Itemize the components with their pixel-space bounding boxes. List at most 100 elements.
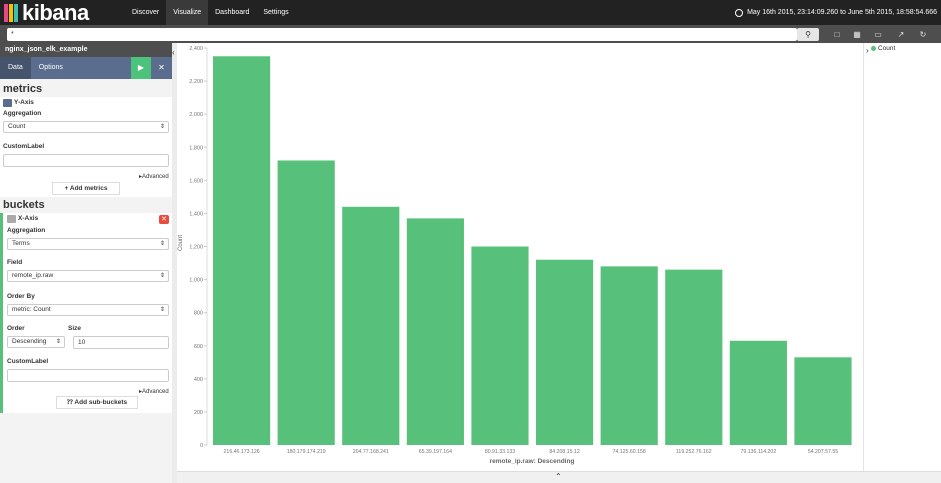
- share-icon[interactable]: ↗: [897, 30, 905, 39]
- time-picker[interactable]: May 16th 2015, 23:14:09.260 to June 5th …: [735, 0, 937, 25]
- index-pattern-title: nginx_json_elk_example: [0, 43, 172, 57]
- x-axis: 216.46.173.126 180.179.174.219 204.77.168.…: [224, 449, 839, 455]
- metric-axis-label: Y-Axis: [14, 99, 34, 106]
- chevron-down-icon[interactable]: [3, 99, 12, 107]
- bar[interactable]: [406, 218, 464, 445]
- logo-text: kibana: [22, 0, 89, 25]
- bucket-aggregation-label: Aggregation: [7, 227, 46, 234]
- bar-chart: 0 200 400 600 800 1,000 1,200 1,400 1,600 1,800 2,…: [178, 46, 852, 465]
- kibana-logo[interactable]: kibana: [4, 0, 89, 25]
- search-input[interactable]: *: [7, 28, 797, 41]
- chevron-down-icon[interactable]: [7, 215, 16, 223]
- x-tick-label: 180.179.174.219: [287, 449, 326, 455]
- field-label: Field: [7, 259, 23, 266]
- x-tick-label: 119.252.76.162: [676, 449, 712, 455]
- y-tick-label: 1,600: [189, 178, 203, 184]
- bucket-aggregation-value: Terms: [12, 240, 30, 247]
- metrics-panel: Y-Axis Aggregation Count ⇕ CustomLabel ▸…: [0, 97, 172, 197]
- bar[interactable]: [213, 56, 271, 445]
- y-tick-label: 200: [194, 410, 203, 416]
- metric-aggregation-value: Count: [8, 123, 26, 130]
- tab-options[interactable]: Options: [38, 64, 63, 71]
- bar[interactable]: [665, 269, 723, 445]
- new-visualization-icon[interactable]: □: [834, 30, 840, 39]
- chevron-right-icon[interactable]: ›: [866, 46, 869, 55]
- bucket-aggregation-select[interactable]: Terms ⇕: [7, 238, 169, 250]
- bar[interactable]: [277, 160, 335, 445]
- save-icon[interactable]: ▦: [853, 30, 861, 39]
- metric-aggregation-select[interactable]: Count ⇕: [3, 121, 169, 133]
- bar[interactable]: [536, 259, 594, 445]
- metric-custom-label-input[interactable]: [3, 154, 169, 167]
- select-arrow-icon: ⇕: [159, 124, 165, 130]
- bucket-advanced-toggle[interactable]: ▸Advanced: [139, 389, 169, 395]
- size-label: Size: [68, 325, 82, 332]
- bar[interactable]: [794, 357, 852, 445]
- nav-dashboard[interactable]: Dashboard: [215, 9, 250, 16]
- metric-advanced-toggle[interactable]: ▸Advanced: [139, 174, 169, 180]
- y-tick-label: 400: [194, 377, 203, 383]
- close-icon: ✕: [161, 216, 167, 223]
- select-arrow-icon: ⇕: [159, 273, 165, 279]
- select-arrow-icon: ⇕: [159, 241, 165, 247]
- chevron-up-icon[interactable]: ⌃: [555, 472, 562, 481]
- size-input[interactable]: 10: [73, 336, 169, 349]
- select-arrow-icon: ⇕: [159, 307, 165, 313]
- vis-editor-sidebar: nginx_json_elk_example Data Options ▶ ✕ …: [0, 43, 172, 483]
- bar[interactable]: [600, 266, 658, 445]
- x-tick-label: 216.46.173.126: [224, 449, 260, 455]
- bar[interactable]: [729, 340, 787, 445]
- refresh-icon[interactable]: ↻: [919, 30, 927, 39]
- add-sub-buckets-button[interactable]: ⁇ Add sub-buckets: [56, 396, 138, 409]
- x-tick-label: 80.91.33.133: [485, 449, 515, 455]
- bucket-axis-label: X-Axis: [18, 215, 39, 222]
- discard-changes-button[interactable]: ✕: [151, 57, 172, 79]
- x-tick-label: 74.125.60.158: [613, 449, 646, 455]
- add-metrics-button[interactable]: + Add metrics: [52, 182, 120, 195]
- legend-item-count[interactable]: Count: [871, 45, 895, 52]
- y-tick-label: 1,000: [189, 278, 203, 284]
- metrics-heading: metrics: [3, 83, 43, 95]
- order-by-select[interactable]: metric: Count ⇕: [7, 304, 169, 316]
- x-tick-label: 65.39.197.164: [419, 449, 452, 455]
- bar[interactable]: [342, 206, 400, 445]
- buckets-panel: X-Axis ✕ Aggregation Terms ⇕ Field remot…: [0, 213, 172, 413]
- open-icon[interactable]: ▭: [874, 30, 882, 39]
- buckets-heading: buckets: [3, 199, 45, 211]
- time-range-text: May 16th 2015, 23:14:09.260 to June 5th …: [747, 9, 937, 16]
- y-tick-label: 0: [200, 443, 203, 449]
- select-arrow-icon: ⇕: [55, 339, 61, 345]
- x-tick-label: 204.77.168.241: [353, 449, 389, 455]
- search-icon: ⚲: [805, 30, 811, 39]
- x-axis-title: remote_ip.raw: Descending: [490, 458, 575, 465]
- order-select[interactable]: Descending ⇕: [7, 336, 65, 348]
- nav-settings[interactable]: Settings: [263, 9, 289, 16]
- chevron-left-icon[interactable]: ‹: [172, 48, 175, 57]
- chart-area: 0 200 400 600 800 1,000 1,200 1,400 1,600 1,800 2,…: [177, 43, 863, 471]
- legend-panel: › Count: [863, 43, 941, 471]
- x-tick-label: 84.208.15.12: [549, 449, 579, 455]
- metric-custom-label: CustomLabel: [3, 143, 45, 150]
- metric-aggregation-label: Aggregation: [3, 110, 42, 117]
- x-tick-label: 79.136.114.202: [741, 449, 777, 455]
- clock-icon: [735, 8, 744, 17]
- y-axis: 0 200 400 600 800 1,000 1,200 1,400 1,600 1,800 2,…: [189, 46, 208, 449]
- bar[interactable]: [471, 246, 529, 446]
- y-tick-label: 800: [194, 311, 203, 317]
- field-value: remote_ip.raw: [12, 272, 54, 279]
- apply-changes-button[interactable]: ▶: [131, 57, 151, 79]
- y-tick-label: 2,000: [189, 112, 203, 118]
- order-value: Descending: [12, 338, 47, 345]
- nav-visualize[interactable]: Visualize: [166, 0, 209, 25]
- y-tick-label: 2,400: [189, 46, 203, 52]
- field-select[interactable]: remote_ip.raw ⇕: [7, 270, 169, 282]
- remove-bucket-button[interactable]: ✕: [159, 215, 169, 224]
- sidebar-collapse-strip[interactable]: [172, 43, 177, 483]
- tab-data[interactable]: Data: [0, 57, 31, 79]
- spy-panel-toggle-bar[interactable]: ⌃: [177, 471, 941, 483]
- nav-discover[interactable]: Discover: [132, 9, 160, 16]
- bucket-custom-label-input[interactable]: [7, 369, 169, 382]
- sidebar-tabs: Data Options ▶ ✕: [0, 57, 172, 79]
- add-metrics-label: Add metrics: [69, 185, 108, 192]
- search-button[interactable]: ⚲: [797, 28, 819, 41]
